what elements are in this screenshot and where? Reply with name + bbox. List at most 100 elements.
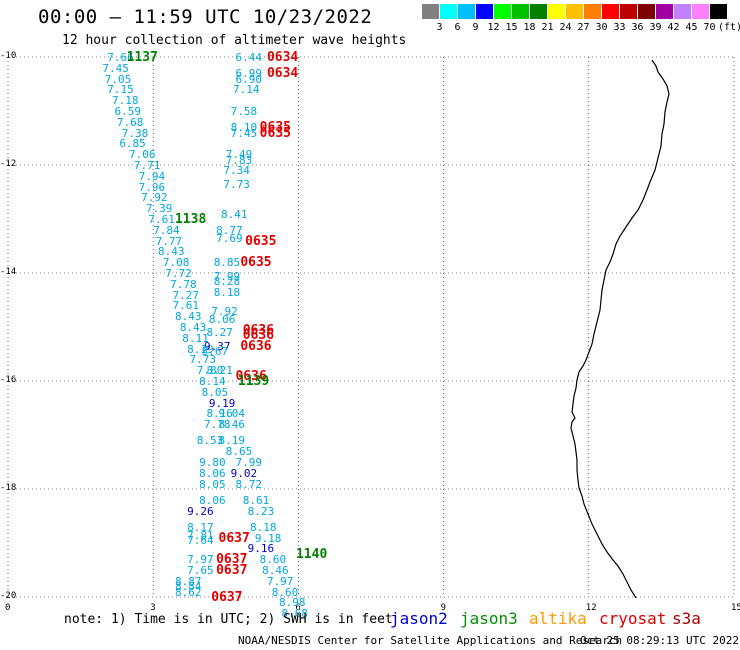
wave-height-value: 9.02 xyxy=(230,466,258,480)
pass-time-label: 0637 xyxy=(216,552,248,568)
pass-time-label: 0635 xyxy=(245,233,277,249)
wave-height-value: 6.85 xyxy=(119,137,146,151)
wave-height-value: 8.67 xyxy=(201,345,229,359)
colorbar-swatch xyxy=(566,4,583,19)
wave-height-value: 7.92 xyxy=(211,304,238,318)
colorbar-swatch xyxy=(458,4,475,19)
wave-height-value: 7.58 xyxy=(230,105,258,118)
wave-height-value: 8.65 xyxy=(225,445,253,459)
wave-height-value: 8.28 xyxy=(213,275,241,289)
page-subtitle: 12 hour collection of altimeter wave hei… xyxy=(62,33,407,48)
wave-height-value: 7.18 xyxy=(112,94,139,108)
y-tick-label: -14 xyxy=(0,267,17,277)
colorbar-swatch xyxy=(440,4,457,19)
y-tick-label: -18 xyxy=(0,483,17,493)
wave-height-value: 7.77 xyxy=(155,234,183,248)
y-tick-label: -12 xyxy=(0,159,17,169)
wave-height-value: 7.38 xyxy=(121,126,149,140)
pass-time-label: 0637 xyxy=(218,530,250,546)
pass-time-label: 1137 xyxy=(126,50,158,65)
wave-height-value: 8.05 xyxy=(199,477,226,491)
x-tick-label: 3 xyxy=(150,603,156,613)
wave-height-value: 7.97 xyxy=(266,574,294,588)
wave-height-value: 7.34 xyxy=(223,164,250,178)
wave-height-value: 8.46 xyxy=(262,564,289,577)
wave-height-value: 7.64 xyxy=(187,534,214,548)
colorbar-swatch xyxy=(530,4,547,19)
colorbar-label: 12 xyxy=(487,22,500,33)
colorbar-label: 21 xyxy=(541,22,554,33)
wave-height-value: 7.99 xyxy=(235,456,262,469)
wave-height-value: 7.27 xyxy=(172,288,200,302)
pass-time-label: 0636 xyxy=(242,322,275,338)
pass-time-label: 0634 xyxy=(266,50,299,65)
wave-height-value: 8.43 xyxy=(158,245,185,259)
wave-height-value: 8.06 xyxy=(199,466,226,480)
colorbar-label: 15 xyxy=(505,22,518,33)
colorbar-swatch xyxy=(710,4,727,19)
colorbar-label: 45 xyxy=(685,22,698,33)
wave-height-value: 8.53 xyxy=(196,434,224,448)
wave-height-value: 8.11 xyxy=(182,331,209,345)
wave-height-value: 7.71 xyxy=(133,159,161,172)
pass-time-label: 1140 xyxy=(295,546,328,562)
wave-height-value: 8.06 xyxy=(208,312,236,326)
colorbar-unit: (ft) xyxy=(718,22,740,33)
wave-height-value: 7.69 xyxy=(216,231,243,245)
x-tick-label: 15 xyxy=(731,603,740,613)
colorbar-swatch xyxy=(422,4,439,19)
wave-height-value: 8.84 xyxy=(174,580,202,594)
colorbar-swatch xyxy=(494,4,511,19)
wave-height-value: 8.68 xyxy=(281,607,308,621)
wave-height-value: 8.61 xyxy=(242,493,270,507)
wave-height-value: 7.84 xyxy=(153,223,180,237)
colorbar-swatch xyxy=(638,4,655,19)
pass-time-label: 0635 xyxy=(259,125,291,141)
wave-height-value: 7.83 xyxy=(225,153,253,167)
pass-time-label: 0637 xyxy=(216,563,248,578)
colorbar-swatch xyxy=(512,4,529,19)
x-tick-label: 12 xyxy=(585,603,597,613)
wave-height-value: 8.60 xyxy=(259,553,287,567)
wave-height-value: 7.99 xyxy=(213,269,241,283)
wave-height-value: 7.73 xyxy=(223,177,250,191)
wave-height-value: 7.14 xyxy=(233,83,260,97)
wave-height-value: 8.17 xyxy=(187,520,214,534)
wave-height-value: 8.85 xyxy=(213,256,241,270)
wave-height-value: 7.45 xyxy=(230,126,258,140)
x-tick-label: 9 xyxy=(440,603,447,613)
wave-height-value: 8.18 xyxy=(213,285,241,299)
wave-height-value: 7.39 xyxy=(145,202,173,216)
wave-height-value: 7.78 xyxy=(204,418,231,432)
wave-height-value: 7.49 xyxy=(225,148,253,162)
x-tick-label: 0 xyxy=(5,603,11,613)
pass-time-label: 0636 xyxy=(235,368,267,384)
wave-height-value: 9.19 xyxy=(208,396,236,410)
wave-height-value: 8.10 xyxy=(230,121,258,135)
pass-time-label: 0635 xyxy=(259,120,291,136)
legend-jason3: jason3 xyxy=(460,609,518,628)
wave-height-value: 9.37 xyxy=(204,339,231,353)
colorbar-swatch xyxy=(692,4,709,19)
wave-height-value: 9.18 xyxy=(254,531,282,545)
colorbar-label: 27 xyxy=(577,22,590,33)
colorbar-label: 6 xyxy=(454,22,461,33)
wave-height-value: 7.92 xyxy=(141,191,168,205)
wave-height-value: 9.16 xyxy=(247,542,275,556)
colorbar-swatch xyxy=(674,4,691,19)
colorbar-label: 3 xyxy=(436,22,443,33)
wave-height-value: 6.90 xyxy=(235,72,262,86)
legend-cryosat: cryosat xyxy=(599,609,667,628)
wave-height-value: 9.80 xyxy=(199,456,226,469)
wave-height-value: 8.98 xyxy=(279,596,306,610)
colorbar-label: 9 xyxy=(472,22,479,33)
colorbar-label: 33 xyxy=(613,22,626,33)
generated-timestamp: Oct 25 08:29:13 UTC 2022 xyxy=(580,634,739,647)
wave-height-value: 6.99 xyxy=(235,67,262,81)
wave-height-value: 7.94 xyxy=(138,169,166,183)
wave-height-value: 8.21 xyxy=(206,364,233,378)
x-tick-label: 6 xyxy=(295,603,301,613)
wave-height-value: 8.27 xyxy=(206,326,233,340)
wave-height-value: 8.72 xyxy=(235,477,262,491)
